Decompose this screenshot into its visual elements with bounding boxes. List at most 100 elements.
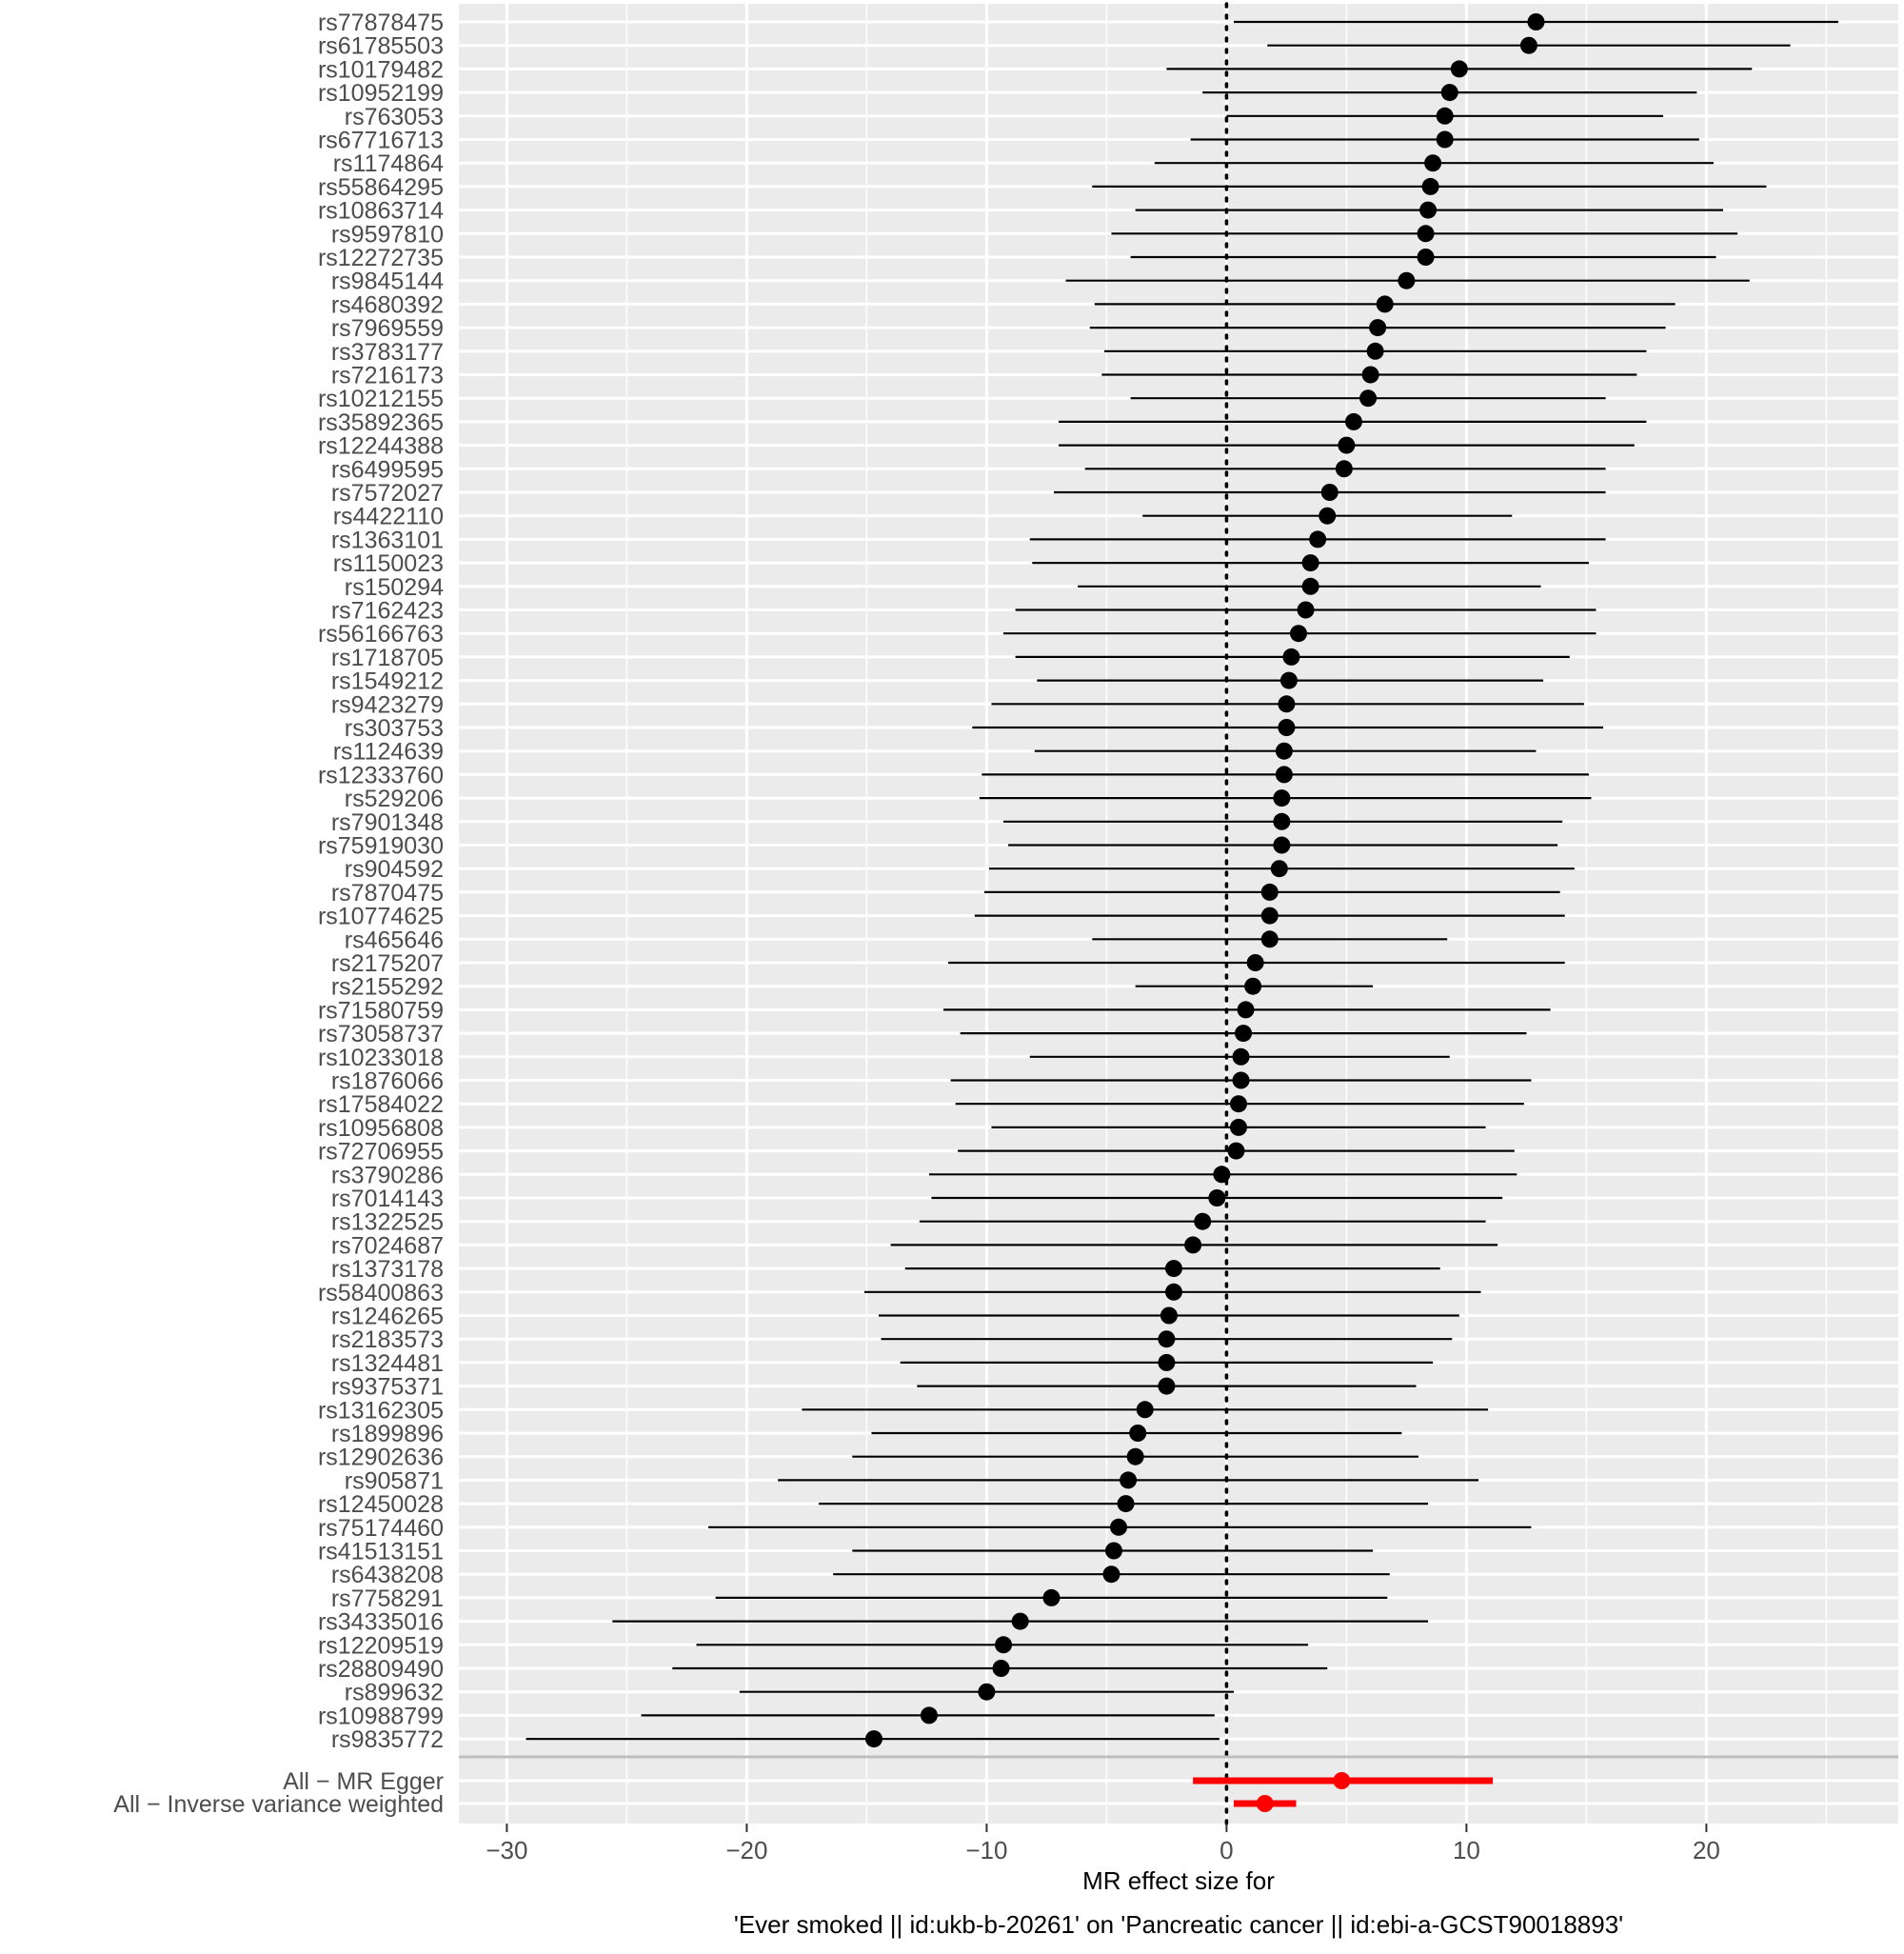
snp-point <box>1282 648 1300 666</box>
snp-point <box>1260 907 1279 925</box>
snp-point <box>1369 319 1387 337</box>
snp-label: rs58400863 <box>318 1280 444 1306</box>
snp-label: rs10988799 <box>318 1703 444 1729</box>
snp-point <box>1301 577 1319 595</box>
snp-point <box>1527 13 1545 30</box>
snp-point <box>1366 342 1384 360</box>
snp-label: rs150294 <box>345 574 444 601</box>
snp-label: rs10863714 <box>318 198 444 225</box>
snp-point <box>1519 36 1537 54</box>
snp-label: rs1718705 <box>331 645 444 671</box>
snp-point <box>1213 1166 1231 1184</box>
snp-point <box>1260 930 1279 948</box>
snp-label: rs12209519 <box>318 1632 444 1659</box>
snp-label: rs1174864 <box>333 150 444 177</box>
snp-label: rs1150023 <box>333 550 444 577</box>
snp-point <box>1260 883 1279 901</box>
snp-label: rs6438208 <box>331 1562 444 1588</box>
snp-point <box>992 1660 1010 1677</box>
snp-point <box>1273 812 1291 830</box>
snp-label: rs67716713 <box>318 128 444 154</box>
snp-label: rs7162423 <box>331 598 444 625</box>
x-tick-label: −30 <box>486 1836 527 1864</box>
snp-point <box>1110 1518 1127 1536</box>
snp-label: rs75174460 <box>318 1515 444 1542</box>
snp-label: rs10952199 <box>318 80 444 107</box>
snp-label: rs10179482 <box>318 56 444 83</box>
snp-label: rs7024687 <box>331 1232 444 1259</box>
snp-estimates <box>526 13 1838 1748</box>
snp-label: rs35892365 <box>318 409 444 436</box>
snp-label: rs1322525 <box>331 1209 444 1236</box>
snp-point <box>1450 60 1468 78</box>
snp-label: rs12450028 <box>318 1491 444 1518</box>
snp-point <box>1244 977 1262 995</box>
snp-point <box>1275 742 1293 760</box>
snp-point <box>1290 625 1307 643</box>
snp-label: rs529206 <box>345 786 444 812</box>
x-tick-label: 10 <box>1453 1836 1480 1864</box>
snp-point <box>1158 1353 1176 1371</box>
snp-point <box>1376 295 1394 313</box>
x-tick-label: 0 <box>1220 1836 1233 1864</box>
snp-point <box>1320 484 1339 501</box>
snp-point <box>1136 1401 1154 1419</box>
snp-label: rs465646 <box>345 927 444 953</box>
snp-point <box>1117 1495 1135 1513</box>
snp-label: rs9835772 <box>331 1726 444 1753</box>
snp-label: rs10956808 <box>318 1115 444 1142</box>
snp-point <box>1436 130 1454 149</box>
snp-point <box>1237 1001 1255 1019</box>
snp-point <box>1436 107 1454 125</box>
snp-point <box>1359 389 1378 408</box>
snp-label: rs12244388 <box>318 433 444 460</box>
snp-label: rs7870475 <box>331 880 444 907</box>
snp-label: rs2183573 <box>331 1326 444 1353</box>
snp-label: rs4680392 <box>331 291 444 318</box>
snp-point <box>1278 695 1296 713</box>
snp-point <box>1164 1283 1182 1301</box>
snp-label: rs763053 <box>345 104 444 130</box>
snp-point <box>1301 554 1319 572</box>
snp-label: rs1899896 <box>331 1421 444 1447</box>
row-labels: rs77878475rs61785503rs10179482rs10952199… <box>113 10 444 1818</box>
snp-point <box>1158 1330 1176 1348</box>
snp-point <box>995 1636 1013 1654</box>
snp-point <box>1417 249 1435 266</box>
snp-point <box>1126 1447 1144 1466</box>
snp-point <box>1208 1189 1226 1206</box>
snp-label: rs3783177 <box>331 339 444 366</box>
snp-label: rs77878475 <box>318 10 444 36</box>
snp-point <box>1227 1142 1245 1160</box>
snp-point <box>1160 1306 1178 1325</box>
snp-label: rs6499595 <box>331 456 444 483</box>
summary-label: All − Inverse variance weighted <box>113 1791 444 1818</box>
snp-point <box>978 1683 996 1701</box>
snp-label: rs7969559 <box>331 315 444 342</box>
snp-label: rs55864295 <box>318 174 444 201</box>
x-axis-title-line1: MR effect size for <box>1082 1866 1275 1895</box>
snp-label: rs4422110 <box>333 504 444 530</box>
x-axis-title-line2: 'Ever smoked || id:ukb-b-20261' on 'Panc… <box>734 1910 1623 1939</box>
snp-label: rs73058737 <box>318 1021 444 1047</box>
x-tick-label: −10 <box>965 1836 1007 1864</box>
snp-label: rs1876066 <box>331 1068 444 1095</box>
snp-label: rs303753 <box>345 715 444 742</box>
snp-point <box>1424 154 1442 172</box>
snp-point <box>1273 789 1291 808</box>
snp-point <box>1275 766 1293 784</box>
snp-label: rs75919030 <box>318 833 444 860</box>
snp-label: rs1549212 <box>331 668 444 695</box>
snp-point <box>1278 719 1296 736</box>
snp-label: rs10212155 <box>318 386 444 412</box>
snp-label: rs9597810 <box>331 221 444 248</box>
snp-point <box>1344 412 1362 430</box>
summary-estimates <box>1193 1772 1494 1812</box>
snp-point <box>1230 1118 1247 1136</box>
snp-label: rs34335016 <box>318 1609 444 1636</box>
snp-label: rs56166763 <box>318 621 444 648</box>
snp-label: rs12272735 <box>318 245 444 271</box>
snp-label: rs1124639 <box>333 739 444 766</box>
snp-label: rs17584022 <box>318 1091 444 1118</box>
